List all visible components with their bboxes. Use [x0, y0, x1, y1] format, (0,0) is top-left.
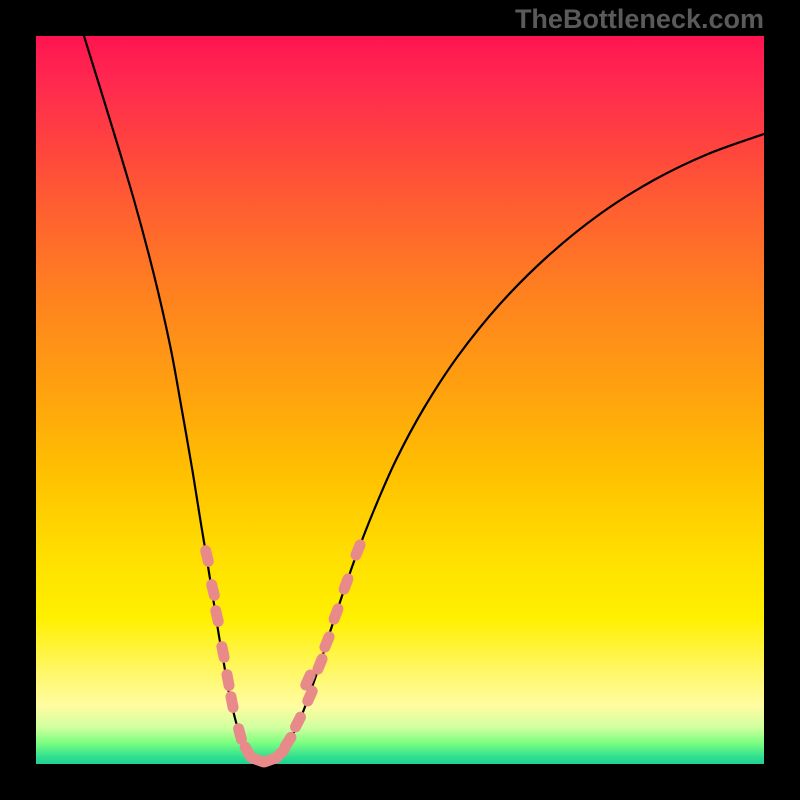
- watermark-text: TheBottleneck.com: [515, 4, 764, 35]
- plot-area: [36, 36, 764, 764]
- chart-frame: TheBottleneck.com: [0, 0, 800, 800]
